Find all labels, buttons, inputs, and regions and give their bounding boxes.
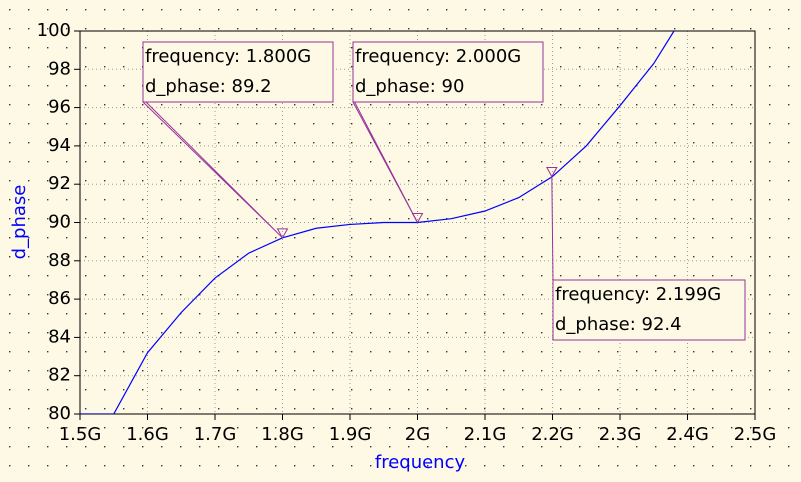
marker bbox=[545, 167, 558, 178]
x-tick-label: 1.8G bbox=[261, 424, 304, 445]
x-tick-label: 1.6G bbox=[126, 424, 169, 445]
marker-box bbox=[552, 279, 746, 341]
y-tick-label: 94 bbox=[48, 135, 71, 156]
x-tick-label: 1.5G bbox=[59, 424, 102, 445]
x-tick-label: 2.5G bbox=[734, 424, 777, 445]
data-line bbox=[80, 31, 675, 414]
y-tick-label: 100 bbox=[37, 20, 71, 41]
y-axis-label: d_phase bbox=[9, 185, 30, 260]
marker-text: frequency: 2.000G bbox=[355, 46, 521, 67]
marker-leader bbox=[551, 176, 554, 281]
marker-text: d_phase: 92.4 bbox=[555, 314, 682, 335]
y-tick-label: 96 bbox=[48, 97, 71, 118]
x-tick-label: 2.3G bbox=[599, 424, 642, 445]
marker-text: frequency: 2.199G bbox=[555, 284, 721, 305]
y-tick-label: 92 bbox=[48, 173, 71, 194]
y-tick-label: 80 bbox=[48, 403, 71, 424]
marker-text: d_phase: 89.2 bbox=[145, 76, 272, 97]
x-tick-label: 2G bbox=[405, 424, 430, 445]
x-axis-label: frequency bbox=[375, 452, 466, 473]
marker-text: d_phase: 90 bbox=[355, 76, 464, 97]
y-tick-label: 82 bbox=[48, 365, 71, 386]
marker-box bbox=[352, 41, 544, 103]
x-tick-label: 1.7G bbox=[194, 424, 237, 445]
y-tick-label: 90 bbox=[48, 212, 71, 233]
x-tick-label: 2.2G bbox=[531, 424, 574, 445]
y-tick-label: 98 bbox=[48, 58, 71, 79]
marker bbox=[411, 213, 424, 224]
y-tick-label: 88 bbox=[48, 250, 71, 271]
y-tick-label: 86 bbox=[48, 288, 71, 309]
plot-frame bbox=[79, 30, 756, 415]
x-tick-label: 2.1G bbox=[464, 424, 507, 445]
x-tick-label: 2.4G bbox=[666, 424, 709, 445]
y-tick-label: 84 bbox=[48, 326, 71, 347]
marker-box bbox=[142, 41, 334, 103]
x-tick-label: 1.9G bbox=[329, 424, 372, 445]
marker bbox=[276, 228, 289, 239]
marker-text: frequency: 1.800G bbox=[145, 46, 311, 67]
